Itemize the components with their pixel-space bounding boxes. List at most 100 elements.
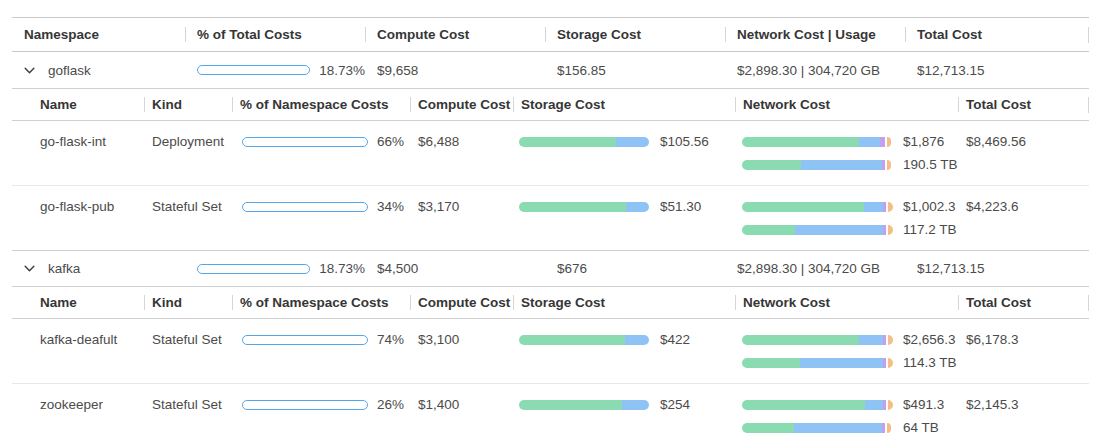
namespace-name: goflask xyxy=(48,63,91,78)
col-header-namespace: Namespace xyxy=(12,27,185,42)
col-header-kind: Kind xyxy=(144,97,232,112)
compute-cost-value: $1,400 xyxy=(410,397,513,413)
col-header-compute-cost: Compute Cost xyxy=(365,27,545,42)
total-cost-value: $6,178.3 xyxy=(958,332,1089,348)
namespace-row-kafka[interactable]: kafka 18.73% $4,500 $676 $2,898.30 | 304… xyxy=(12,250,1089,286)
green-bar-segment xyxy=(519,400,622,410)
network-cost-value: $1,002.3 xyxy=(903,199,956,214)
storage-cost-value: $422 xyxy=(660,332,690,347)
col-header-name: Name xyxy=(12,295,144,310)
workload-name: kafka-deafult xyxy=(12,332,144,348)
namespace-name: kafka xyxy=(48,261,80,276)
network-cost-usage-value: $2,898.30 | 304,720 GB xyxy=(725,63,905,78)
col-header-network-cost: Network Cost xyxy=(735,97,958,112)
pct-total-costs-cell: 18.73% xyxy=(185,261,365,276)
workload-row-go-flask-pub: go-flask-pub Stateful Set 34% $3,170 $51… xyxy=(12,185,1089,250)
pct-namespace-value: 66% xyxy=(377,134,404,149)
purple-bar-segment xyxy=(883,335,886,345)
blue-bar-segment xyxy=(859,137,880,147)
col-header-kind: Kind xyxy=(144,295,232,310)
purple-bar-segment xyxy=(883,202,886,212)
col-header-network-cost-usage: Network Cost | Usage xyxy=(725,27,905,42)
pct-namespace-cell: 74% xyxy=(232,332,410,347)
namespace-name-cell[interactable]: goflask xyxy=(12,63,185,78)
workload-kind: Deployment xyxy=(144,134,232,150)
pct-namespace-bar xyxy=(242,137,368,147)
blue-bar-segment xyxy=(795,225,883,235)
total-cost-value: $2,145.3 xyxy=(958,397,1089,413)
green-bar-segment xyxy=(742,160,801,170)
storage-cost-cell: $254 xyxy=(513,397,735,412)
orange-bar-segment xyxy=(887,160,892,170)
workload-name: zookeeper xyxy=(12,397,144,413)
workload-name: go-flask-int xyxy=(12,134,144,150)
col-header-storage-cost: Storage Cost xyxy=(513,295,735,310)
green-bar-segment xyxy=(519,202,626,212)
orange-bar-segment xyxy=(888,202,893,212)
pct-namespace-bar xyxy=(242,202,368,212)
pct-namespace-value: 74% xyxy=(377,332,404,347)
network-usage-bar xyxy=(742,160,894,170)
col-header-storage-cost: Storage Cost xyxy=(545,27,725,42)
col-header-total-cost: Total Cost xyxy=(958,295,1089,310)
orange-bar-segment xyxy=(888,358,893,368)
workload-kind: Stateful Set xyxy=(144,332,232,348)
pct-total-costs-cell: 18.73% xyxy=(185,63,365,78)
storage-cost-bar xyxy=(519,400,650,410)
col-header-pct-namespace-costs: % of Namespace Costs xyxy=(232,97,410,112)
storage-cost-cell: $105.56 xyxy=(513,134,735,149)
pct-namespace-cell: 26% xyxy=(232,397,410,412)
storage-cost-value: $51.30 xyxy=(660,199,701,214)
workload-name: go-flask-pub xyxy=(12,199,144,215)
pct-total-value: 18.73% xyxy=(319,63,365,78)
namespace-name-cell[interactable]: kafka xyxy=(12,261,185,276)
storage-cost-bar xyxy=(519,202,650,212)
pct-total-value: 18.73% xyxy=(319,261,365,276)
workload-kind: Stateful Set xyxy=(144,397,232,413)
compute-cost-value: $3,170 xyxy=(410,199,513,215)
orange-bar-segment xyxy=(887,423,892,433)
network-cost-bar xyxy=(742,202,894,212)
total-cost-value: $12,713.15 xyxy=(905,63,1089,78)
network-cost-cell: $491.3 64 TB xyxy=(735,397,958,435)
blue-bar-segment xyxy=(625,335,649,345)
total-cost-value: $8,469.56 xyxy=(958,134,1089,150)
green-bar-segment xyxy=(742,225,795,235)
compute-cost-value: $6,488 xyxy=(410,134,513,150)
green-bar-segment xyxy=(742,137,859,147)
network-cost-bar xyxy=(742,400,894,410)
green-bar-segment xyxy=(742,335,859,345)
orange-bar-segment xyxy=(888,335,893,345)
compute-cost-value: $3,100 xyxy=(410,332,513,348)
workload-row-zookeeper: zookeeper Stateful Set 26% $1,400 $254 $… xyxy=(12,383,1089,436)
green-bar-segment xyxy=(742,400,865,410)
chevron-down-icon[interactable] xyxy=(22,262,36,276)
compute-cost-value: $4,500 xyxy=(365,261,545,276)
network-cost-cell: $1,876 190.5 TB xyxy=(735,134,958,172)
col-header-storage-cost: Storage Cost xyxy=(513,97,735,112)
blue-bar-segment xyxy=(800,358,884,368)
pct-namespace-cell: 66% xyxy=(232,134,410,149)
network-cost-bar xyxy=(742,335,894,345)
total-cost-value: $12,713.15 xyxy=(905,261,1089,276)
storage-cost-value: $676 xyxy=(545,261,725,276)
green-bar-segment xyxy=(742,202,864,212)
green-bar-segment xyxy=(519,137,616,147)
network-usage-bar xyxy=(742,225,894,235)
network-usage-value: 117.2 TB xyxy=(903,222,957,237)
chevron-down-icon[interactable] xyxy=(22,63,36,77)
purple-bar-segment xyxy=(880,137,885,147)
col-header-total-cost: Total Cost xyxy=(958,97,1089,112)
network-cost-usage-value: $2,898.30 | 304,720 GB xyxy=(725,261,905,276)
network-cost-value: $2,656.3 xyxy=(903,332,956,347)
purple-bar-segment xyxy=(882,160,885,170)
network-cost-bar xyxy=(742,137,894,147)
pct-total-bar xyxy=(197,264,310,274)
namespace-row-goflask[interactable]: goflask 18.73% $9,658 $156.85 $2,898.30 … xyxy=(12,52,1089,88)
pct-namespace-bar xyxy=(242,335,368,345)
pct-namespace-cell: 34% xyxy=(232,199,410,214)
pct-total-bar xyxy=(197,65,310,75)
network-usage-value: 190.5 TB xyxy=(903,157,958,172)
green-bar-segment xyxy=(742,423,794,433)
namespace-table-header: Namespace % of Total Costs Compute Cost … xyxy=(12,17,1089,52)
